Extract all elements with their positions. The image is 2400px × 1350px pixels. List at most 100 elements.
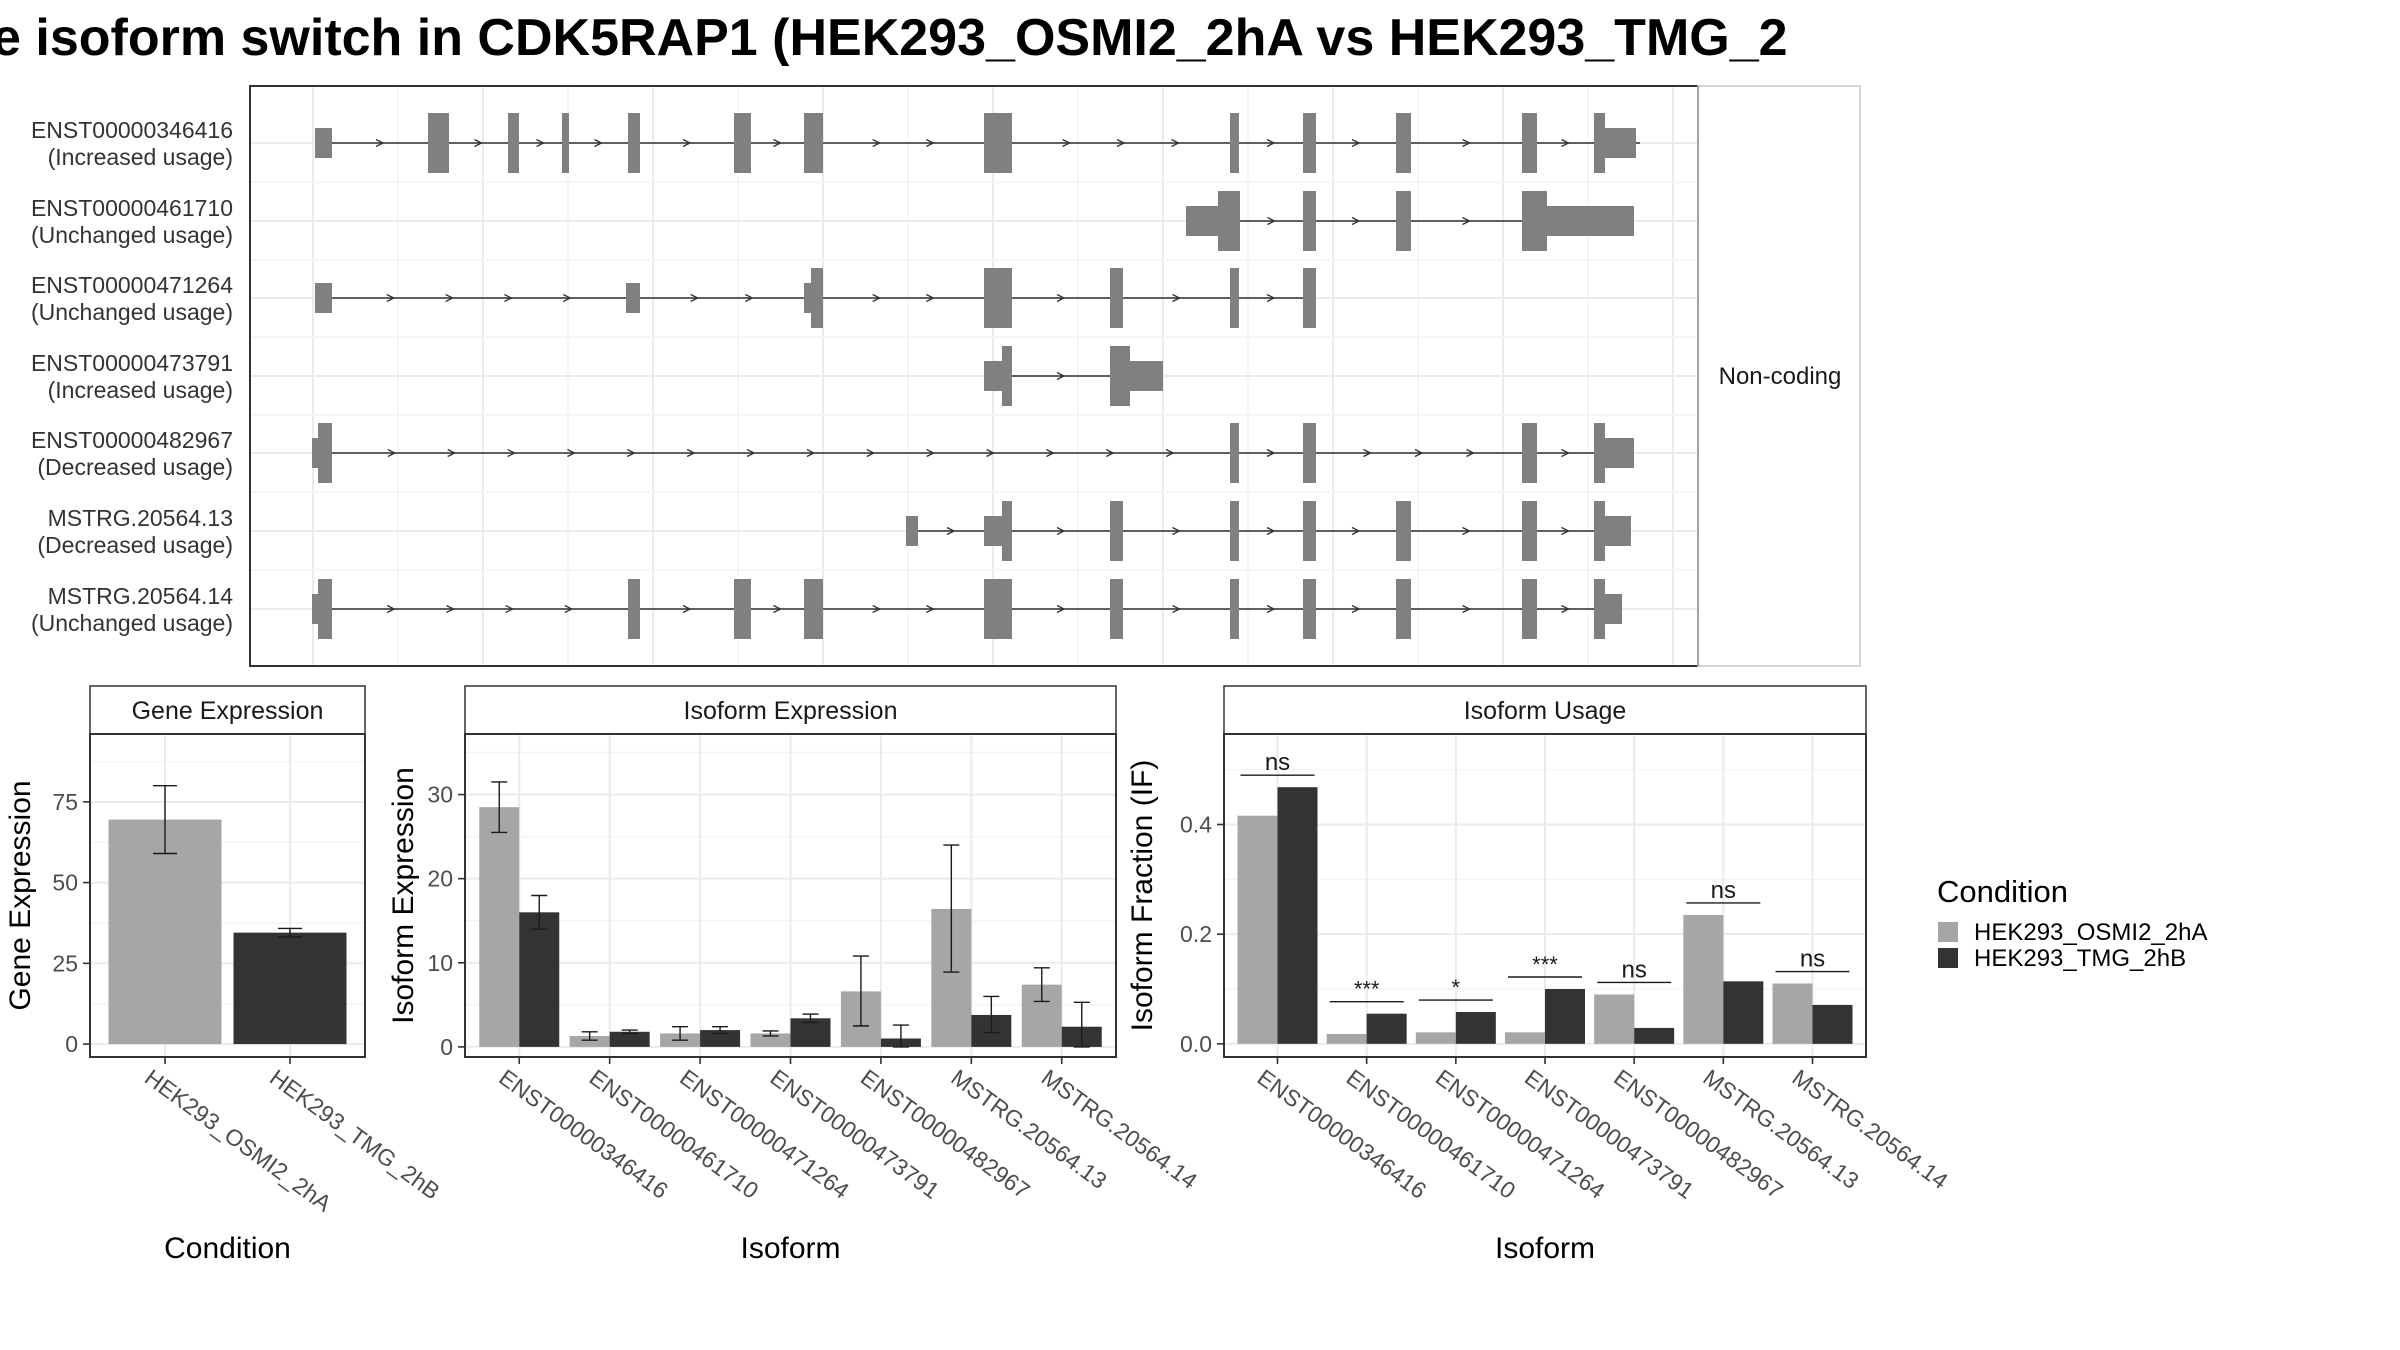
exon — [628, 113, 640, 173]
exon — [734, 113, 751, 173]
exon — [984, 113, 1012, 173]
exon — [1230, 423, 1239, 483]
transcript-id-label: MSTRG.20564.13 — [48, 505, 233, 531]
bar — [1326, 1033, 1367, 1044]
intron-arrow — [926, 293, 935, 303]
structure-strip — [1697, 85, 1861, 667]
exon — [1396, 113, 1411, 173]
panel-title: Gene Expression — [132, 697, 324, 725]
y-tick-label: 0.2 — [1180, 921, 1212, 947]
intron-arrow — [926, 604, 935, 614]
y-tick-label: 75 — [52, 789, 78, 815]
structure-side-label: Non-coding — [1719, 363, 1842, 390]
y-tick-label: 0 — [440, 1034, 453, 1060]
intron-arrow — [1561, 448, 1570, 458]
intron-arrow — [1351, 526, 1361, 536]
transcript-id-label: MSTRG.20564.14 — [48, 583, 234, 609]
exon — [984, 516, 1002, 546]
significance-label: ns — [1711, 877, 1736, 904]
transcript-id-label: ENST00000482967 — [31, 427, 233, 453]
intron-arrow — [1116, 138, 1126, 148]
panel-strip — [1223, 685, 1867, 735]
intron-arrow — [1462, 526, 1471, 536]
intron-arrow — [872, 604, 882, 614]
bar — [750, 1033, 791, 1047]
bar — [609, 1031, 650, 1047]
exon — [1230, 268, 1239, 328]
intron-arrow — [562, 293, 572, 303]
exon — [1605, 438, 1634, 468]
legend-label: HEK293_TMG_2hB — [1974, 945, 2186, 972]
exon — [315, 283, 332, 313]
x-tick-label: ENST00000346416 — [494, 1064, 673, 1204]
intron-arrow — [773, 138, 782, 148]
bar — [1812, 1004, 1853, 1044]
exon — [804, 113, 823, 173]
y-tick-label: 30 — [427, 782, 453, 808]
intron-arrow — [1466, 448, 1475, 458]
intron-arrow — [682, 604, 692, 614]
exon — [1522, 191, 1547, 251]
exon — [428, 113, 449, 173]
transcript-usage-label: (Unchanged usage) — [31, 299, 233, 325]
intron-arrow — [594, 138, 603, 148]
exon — [984, 579, 1012, 639]
bar — [1634, 1027, 1675, 1044]
legend-title: Condition — [1937, 874, 2068, 909]
intron-arrow — [1171, 138, 1180, 148]
panel-strip — [464, 685, 1117, 735]
intron-arrow — [505, 604, 515, 614]
intron-arrow — [1056, 293, 1066, 303]
panel-strip — [89, 685, 366, 735]
intron-arrow — [1266, 526, 1276, 536]
x-tick-label: MSTRG.20564.13 — [1698, 1064, 1863, 1194]
y-tick-label: 10 — [427, 950, 453, 976]
exon — [1522, 113, 1537, 173]
exon — [1110, 346, 1130, 406]
figure-title: e isoform switch in CDK5RAP1 (HEK293_OSM… — [0, 9, 1788, 67]
intron-arrow — [773, 604, 782, 614]
exon — [1230, 113, 1239, 173]
intron-arrow — [1363, 448, 1372, 458]
bar — [1277, 787, 1318, 1044]
exon — [1218, 191, 1240, 251]
intron-arrow — [1462, 138, 1471, 148]
exon — [1303, 501, 1316, 561]
gene-expression-panel: Gene Expression0255075HEK293_OSMI2_2hAHE… — [4, 685, 445, 1265]
intron-arrow — [1172, 604, 1181, 614]
exon — [318, 423, 332, 483]
intron-arrow — [445, 293, 455, 303]
transcript-structure-panel: ENST00000346416(Increased usage)ENST0000… — [31, 85, 1861, 667]
intron-arrow — [1462, 604, 1471, 614]
intron-arrow — [386, 293, 396, 303]
y-axis-title: Gene Expression — [4, 780, 37, 1010]
exon — [562, 113, 569, 173]
exon — [1605, 594, 1622, 624]
bar — [1594, 994, 1635, 1044]
y-tick-label: 25 — [52, 950, 78, 976]
significance-label: *** — [1532, 952, 1558, 977]
significance-label: ns — [1800, 946, 1825, 973]
isoform-expression-panel: Isoform Expression 0 10 20 30 ENST00000346416… — [387, 685, 1202, 1265]
intron-arrow — [474, 138, 483, 148]
x-tick-label: MSTRG.20564.14 — [1788, 1064, 1953, 1194]
intron-arrow — [926, 138, 935, 148]
panel-title: Isoform Expression — [684, 697, 898, 725]
bar — [108, 819, 222, 1045]
intron-arrow — [1414, 448, 1424, 458]
x-tick-label: MSTRG.20564.14 — [1037, 1064, 1202, 1194]
y-tick-label: 0 — [65, 1031, 78, 1057]
intron-arrow — [387, 448, 397, 458]
intron-arrow — [746, 448, 756, 458]
y-tick-label: 20 — [427, 866, 453, 892]
exon — [1303, 423, 1316, 483]
bar — [1237, 815, 1278, 1044]
bar — [1772, 983, 1813, 1044]
exon — [1547, 206, 1634, 236]
panel-title: Isoform Usage — [1464, 697, 1627, 725]
exon — [1303, 113, 1316, 173]
exon — [1230, 501, 1239, 561]
exon — [1396, 191, 1411, 251]
